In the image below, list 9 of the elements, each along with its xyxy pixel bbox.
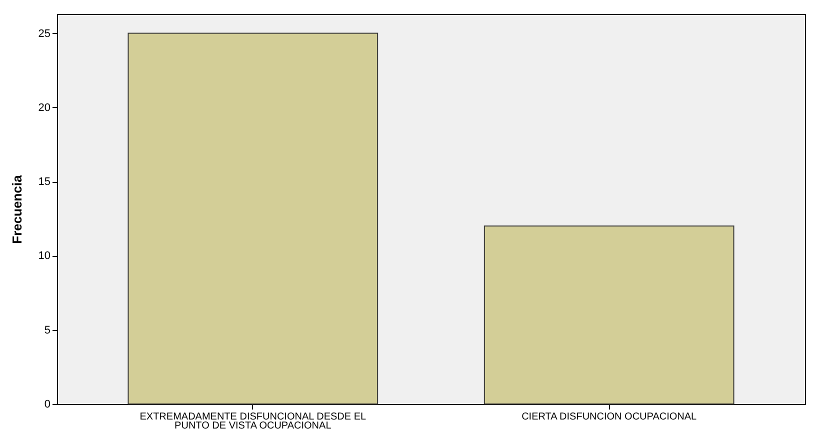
y-tick-label: 5 <box>44 324 50 336</box>
y-axis-title: Frecuencia <box>9 174 24 244</box>
y-tick-label: 25 <box>38 28 50 40</box>
y-tick-label: 10 <box>38 250 50 262</box>
y-tick-label: 0 <box>44 398 50 410</box>
x-tick-label: EXTREMADAMENTE DISFUNCIONAL DESDE EL PUNTO DE VISTA OCUPACIONAL <box>140 412 367 432</box>
y-tick-label: 20 <box>38 102 50 114</box>
x-tick-label: CIERTA DISFUNCION OCUPACIONAL <box>522 412 698 422</box>
y-tick-label: 15 <box>38 176 50 188</box>
